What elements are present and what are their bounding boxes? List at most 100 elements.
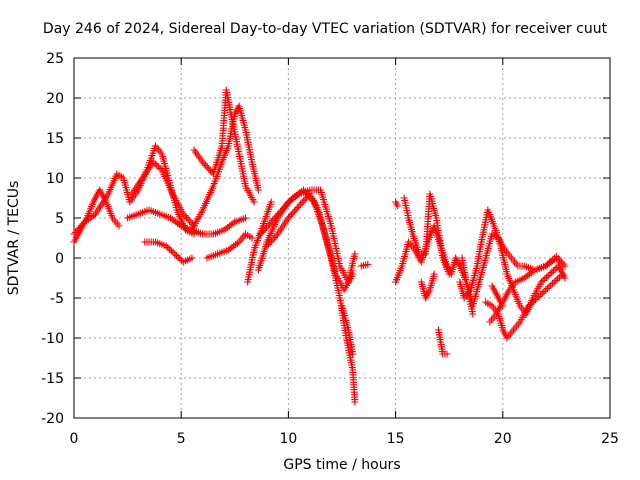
x-axis-ticks: 0 5 10 15 20 25 xyxy=(70,58,619,447)
data-point-marker xyxy=(550,278,558,286)
data-point-marker xyxy=(275,209,283,217)
data-point-marker xyxy=(555,273,563,281)
data-point-marker xyxy=(167,247,175,255)
data-point-marker xyxy=(364,260,372,268)
data-point-marker xyxy=(301,195,309,203)
data-point-marker xyxy=(287,196,295,204)
data-point-marker xyxy=(394,202,402,210)
data-point-marker xyxy=(283,201,291,209)
data-point-marker xyxy=(559,270,567,278)
data-point-marker xyxy=(279,204,287,212)
series-track-c xyxy=(124,206,250,238)
data-point-marker xyxy=(531,296,539,304)
y-axis-label: SDTVAR / TECUs xyxy=(6,181,22,296)
data-point-marker xyxy=(547,281,555,289)
data-point-marker xyxy=(257,230,265,238)
data-point-marker xyxy=(205,165,213,173)
series-track-f xyxy=(188,102,262,234)
data-point-marker xyxy=(297,200,305,208)
data-point-marker xyxy=(263,242,271,250)
data-point-marker xyxy=(561,262,569,270)
data-point-marker xyxy=(286,212,294,220)
data-point-marker xyxy=(535,292,543,300)
data-point-marker xyxy=(289,209,297,217)
y-tick-label: 10 xyxy=(46,171,64,187)
series-track-r xyxy=(417,270,438,302)
data-point-marker xyxy=(272,232,280,240)
data-point-marker xyxy=(546,270,554,278)
data-point-marker xyxy=(203,163,211,171)
data-points xyxy=(70,86,569,406)
data-point-marker xyxy=(263,223,271,231)
data-point-marker xyxy=(248,234,256,242)
data-point-marker xyxy=(300,197,308,205)
data-point-marker xyxy=(178,256,186,264)
data-point-marker xyxy=(525,302,533,310)
data-point-marker xyxy=(349,270,357,278)
data-point-marker xyxy=(260,227,268,235)
data-point-marker xyxy=(544,272,552,280)
data-point-marker xyxy=(281,203,289,211)
data-point-marker xyxy=(287,211,295,219)
data-point-marker xyxy=(298,199,306,207)
data-point-marker xyxy=(542,286,550,294)
data-point-marker xyxy=(261,225,269,233)
data-point-marker xyxy=(499,302,507,310)
series-track-v xyxy=(486,252,569,326)
y-tick-label: -10 xyxy=(41,331,64,347)
series-track-d xyxy=(128,158,198,230)
data-point-marker xyxy=(176,255,184,263)
data-point-marker xyxy=(286,197,294,205)
data-point-marker xyxy=(162,242,170,250)
data-point-marker xyxy=(271,233,279,241)
data-point-marker xyxy=(526,300,534,308)
data-point-marker xyxy=(250,198,258,206)
y-axis-ticks: -20 -15 -10 -5 0 5 10 15 20 25 xyxy=(41,51,610,427)
data-point-marker xyxy=(276,208,284,216)
data-point-marker xyxy=(543,284,551,292)
data-point-marker xyxy=(72,228,80,236)
data-point-marker xyxy=(549,267,557,275)
data-point-marker xyxy=(115,222,123,230)
data-point-marker xyxy=(266,239,274,247)
series-track-s xyxy=(434,326,451,358)
data-point-marker xyxy=(443,350,451,358)
series-track-o xyxy=(392,198,402,210)
data-point-marker xyxy=(291,207,299,215)
series-track-q xyxy=(400,190,453,278)
series-track-n xyxy=(357,260,372,270)
x-tick-label: 15 xyxy=(387,431,405,447)
series-track-e xyxy=(141,238,196,266)
data-point-marker xyxy=(242,214,250,222)
data-point-marker xyxy=(294,204,302,212)
x-tick-label: 10 xyxy=(279,431,297,447)
data-point-marker xyxy=(561,274,569,282)
data-point-marker xyxy=(552,276,560,284)
data-point-marker xyxy=(537,291,545,299)
data-point-marker xyxy=(70,230,78,238)
data-point-marker xyxy=(199,158,207,166)
series-track-h xyxy=(203,230,256,262)
data-point-marker xyxy=(151,160,159,168)
x-axis-label: GPS time / hours xyxy=(283,457,400,473)
data-point-marker xyxy=(267,218,275,226)
data-point-marker xyxy=(188,254,196,262)
chart-title: Day 246 of 2024, Sidereal Day-to-day VTE… xyxy=(43,21,608,37)
data-point-marker xyxy=(351,250,359,258)
y-tick-label: 0 xyxy=(55,251,64,267)
data-point-marker xyxy=(295,202,303,210)
data-point-marker xyxy=(272,213,280,221)
data-point-marker xyxy=(200,160,208,168)
data-point-marker xyxy=(181,212,189,220)
data-point-marker xyxy=(172,252,180,260)
series-track-g xyxy=(190,86,258,206)
data-point-marker xyxy=(185,217,193,225)
x-tick-label: 5 xyxy=(177,431,186,447)
x-tick-label: 20 xyxy=(494,431,512,447)
x-tick-label: 25 xyxy=(601,431,619,447)
data-point-marker xyxy=(267,198,275,206)
y-tick-label: 25 xyxy=(46,51,64,67)
data-point-marker xyxy=(189,220,197,228)
data-point-marker xyxy=(284,199,292,207)
